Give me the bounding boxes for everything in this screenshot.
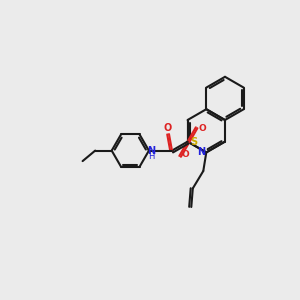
Text: N: N xyxy=(197,147,205,158)
Text: S: S xyxy=(190,136,198,147)
Text: O: O xyxy=(198,124,206,133)
Text: O: O xyxy=(182,150,190,159)
Text: H: H xyxy=(148,152,154,161)
Text: O: O xyxy=(164,123,172,133)
Text: N: N xyxy=(147,146,155,156)
